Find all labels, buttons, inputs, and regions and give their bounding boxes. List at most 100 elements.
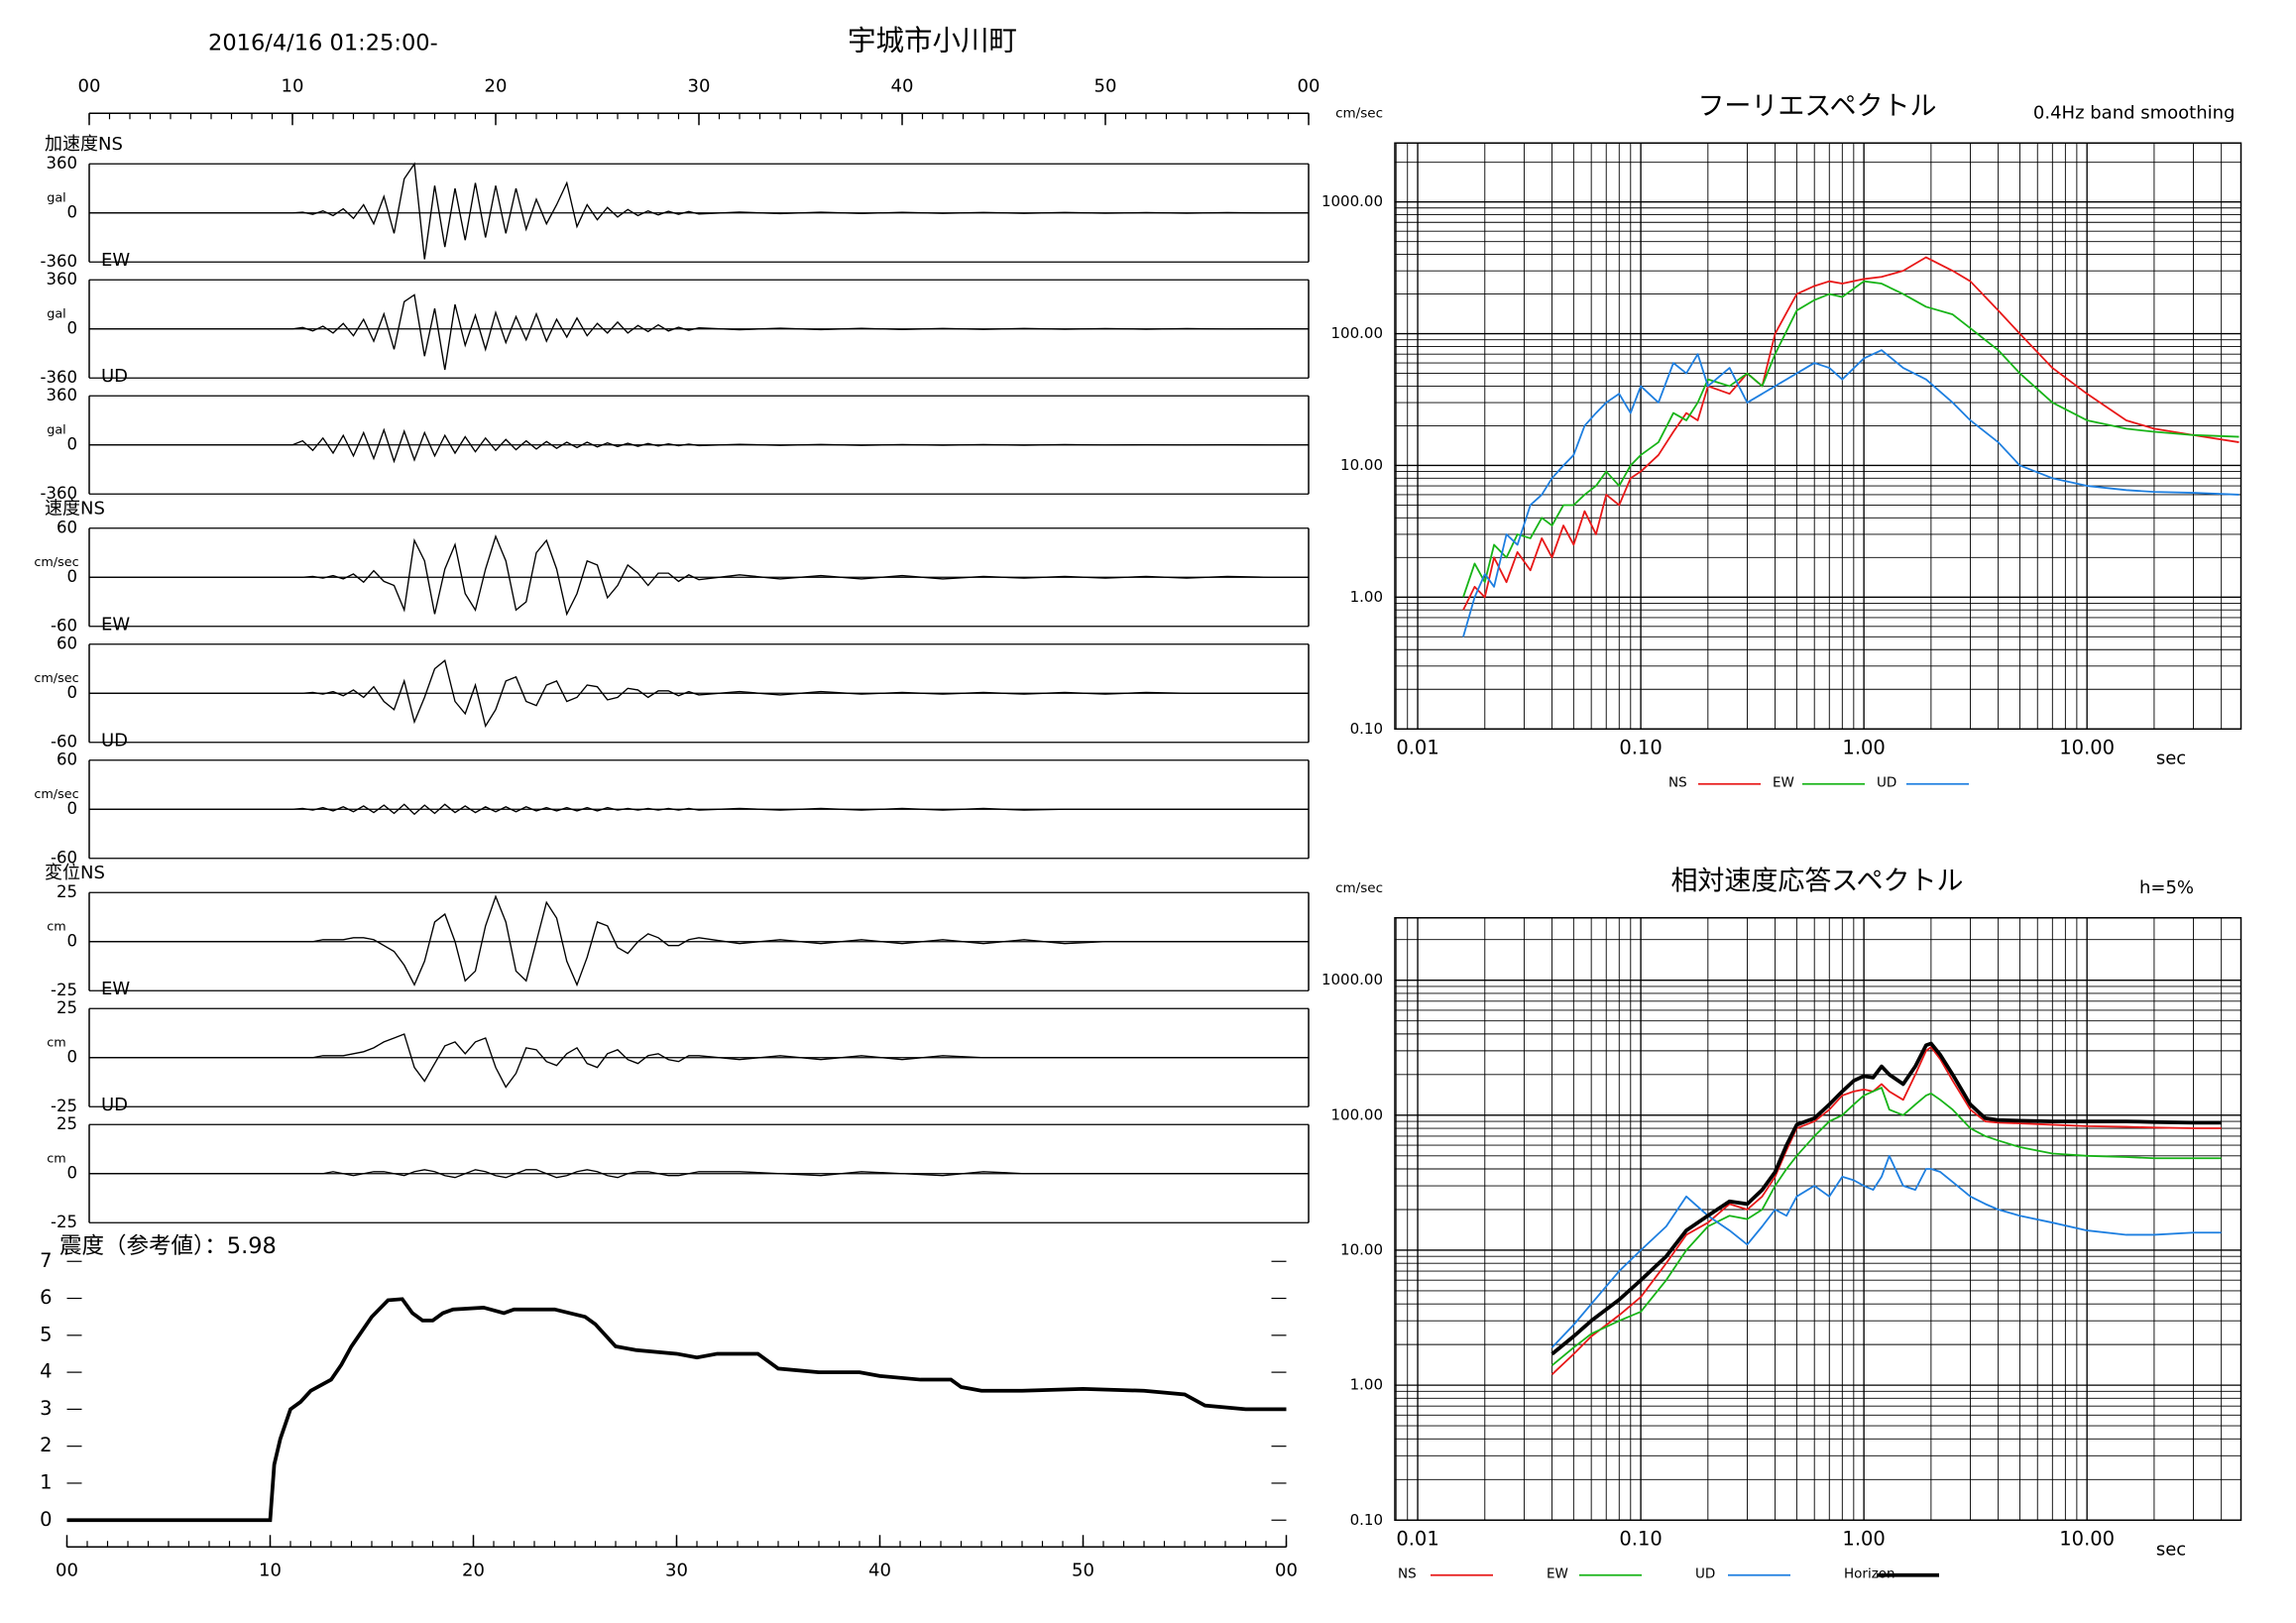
panel-label: EW <box>101 250 130 271</box>
y-tick-label: 0 <box>67 318 78 337</box>
record-date: 2016/4/16 01:25:00- <box>208 30 438 56</box>
panel-label: 加速度NS <box>45 134 123 155</box>
waveform-trace <box>89 162 1310 260</box>
y-tick-label: 4 <box>40 1360 52 1383</box>
x-tick-label: 0.10 <box>1619 1527 1662 1550</box>
y-tick-label: 0 <box>40 1508 52 1531</box>
x-tick-label: 40 <box>868 1560 891 1580</box>
y-tick-label: 0 <box>67 567 78 586</box>
unit-label: cm/sec <box>34 555 78 570</box>
y-tick-label: 1.00 <box>1350 1376 1383 1394</box>
y-tick-label: -25 <box>51 981 77 999</box>
y-tick-label: -25 <box>51 1213 77 1231</box>
legend-label: EW <box>1773 774 1794 790</box>
waveform-trace <box>89 659 1309 728</box>
x-tick-label: 10 <box>259 1560 282 1580</box>
y-tick-label: 100.00 <box>1331 1105 1384 1123</box>
chart-title: フーリエスペクトル <box>1697 91 1936 122</box>
y-tick-label: 25 <box>57 998 77 1017</box>
y-tick-label: 6 <box>40 1286 52 1309</box>
panel-label: UD <box>101 1095 128 1115</box>
waveform-trace <box>89 894 1309 987</box>
y-tick-label: -360 <box>41 484 77 503</box>
y-tick-label: 0 <box>67 931 78 950</box>
y-tick-label: 360 <box>47 270 78 289</box>
waveform-trace <box>89 534 1309 617</box>
y-tick-label: 360 <box>47 154 78 173</box>
legend-label: UD <box>1877 774 1896 790</box>
waveform-trace <box>89 1033 1309 1089</box>
unit-label: gal <box>47 190 65 205</box>
y-tick-label: 7 <box>40 1249 52 1272</box>
x-tick-label: 40 <box>891 75 914 96</box>
unit-label: cm <box>47 919 65 934</box>
waveform-trace <box>89 803 1309 816</box>
x-tick-label: 0.01 <box>1396 1527 1438 1550</box>
y-tick-label: 25 <box>57 882 77 901</box>
x-tick-label: 30 <box>688 75 711 96</box>
y-tick-label: 60 <box>57 518 77 536</box>
x-tick-label: 10.00 <box>2059 736 2115 758</box>
chart-subtitle: 0.4Hz band smoothing <box>2033 102 2236 123</box>
unit-label: gal <box>47 422 65 437</box>
panel-label: EW <box>101 614 130 635</box>
y-tick-label: -360 <box>41 252 77 271</box>
x-tick-label: 10.00 <box>2059 1527 2115 1550</box>
plot-frame <box>1394 917 2242 1521</box>
x-tick-label: 50 <box>1072 1560 1094 1580</box>
y-tick-label: 0 <box>67 799 78 818</box>
x-tick-label: 1.00 <box>1842 736 1885 758</box>
unit-label: cm <box>47 1151 65 1166</box>
y-tick-label: 10.00 <box>1340 456 1383 474</box>
y-tick-label: 1 <box>40 1470 52 1493</box>
chart-title: 相対速度応答スペクトル <box>1670 866 1963 896</box>
legend-label: Horizon <box>1844 1565 1895 1581</box>
y-tick-label: -60 <box>51 616 77 635</box>
y-tick-label: 0.10 <box>1350 1511 1383 1529</box>
y-tick-label: -60 <box>51 848 77 867</box>
x-tick-label: 20 <box>462 1560 485 1580</box>
chart-subtitle: h=5% <box>2139 877 2194 898</box>
y-tick-label: 60 <box>57 750 77 768</box>
panel-label: UD <box>101 366 128 387</box>
spectrum-line <box>1462 349 2239 638</box>
panel-label: 変位NS <box>45 863 105 883</box>
x-tick-label: 1.00 <box>1842 1527 1885 1550</box>
y-tick-label: -25 <box>51 1097 77 1115</box>
y-tick-label: 100.00 <box>1331 324 1384 342</box>
panel-label: UD <box>101 730 128 751</box>
x-tick-label: 00 <box>78 75 101 96</box>
spectrum-line <box>1550 1154 2222 1348</box>
legend-label: NS <box>1398 1565 1417 1581</box>
x-tick-label: 0.01 <box>1396 736 1438 758</box>
y-tick-label: -60 <box>51 732 77 751</box>
y-tick-label: 5 <box>40 1323 52 1345</box>
panel-label: 速度NS <box>45 498 105 519</box>
x-axis-label: sec <box>2156 1539 2186 1560</box>
y-tick-label: 25 <box>57 1114 77 1133</box>
spectrum-line <box>1550 1087 2222 1366</box>
legend-label: UD <box>1695 1565 1715 1581</box>
station-name: 宇城市小川町 <box>848 24 1017 57</box>
spectrum-line <box>1550 1046 2222 1375</box>
x-tick-label: 10 <box>282 75 304 96</box>
y-tick-label: 0 <box>67 202 78 221</box>
y-tick-label: 1.00 <box>1350 588 1383 606</box>
y-tick-label: 0 <box>67 434 78 453</box>
x-tick-label: 0.10 <box>1619 736 1662 758</box>
spectrum-line <box>1550 1041 2222 1356</box>
x-axis-label: sec <box>2156 748 2186 768</box>
y-unit: cm/sec <box>1335 105 1383 121</box>
unit-label: cm/sec <box>34 671 78 686</box>
legend-label: NS <box>1668 774 1687 790</box>
unit-label: gal <box>47 306 65 321</box>
y-unit: cm/sec <box>1335 880 1383 896</box>
y-tick-label: 2 <box>40 1434 52 1456</box>
y-tick-label: 0 <box>67 1163 78 1182</box>
x-tick-label: 00 <box>56 1560 78 1580</box>
spectrum-line <box>1462 256 2239 611</box>
waveform-trace <box>89 427 1310 464</box>
waveform-trace <box>89 1169 1309 1179</box>
